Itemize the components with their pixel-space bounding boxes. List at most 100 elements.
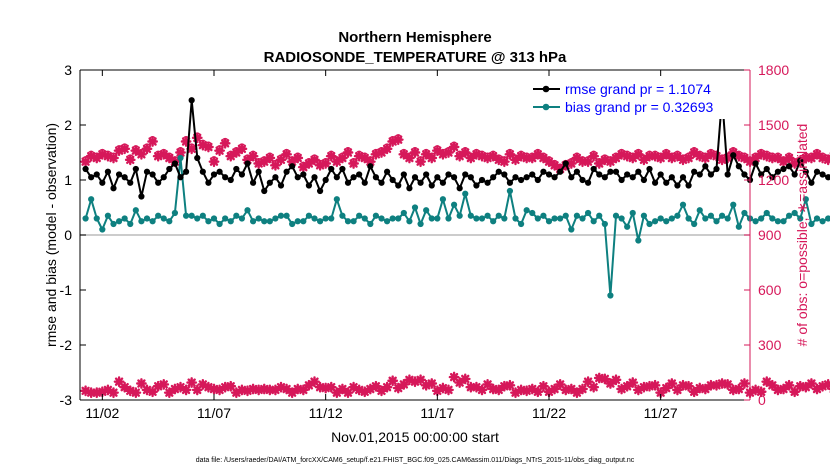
bias-point xyxy=(501,215,507,221)
bias-point xyxy=(752,218,758,224)
rmse-point xyxy=(82,166,88,172)
bias-point xyxy=(445,215,451,221)
rmse-point xyxy=(445,171,451,177)
rmse-point xyxy=(166,166,172,172)
rmse-point xyxy=(624,171,630,177)
bias-point xyxy=(256,215,262,221)
rmse-point xyxy=(267,180,273,186)
obs-assimilated-bottom-marker xyxy=(160,380,168,388)
bias-point xyxy=(99,226,105,232)
x-tick-label: 11/22 xyxy=(532,405,566,421)
rmse-point xyxy=(328,166,334,172)
bias-point xyxy=(579,215,585,221)
rmse-point xyxy=(105,169,111,175)
bias-point xyxy=(300,218,306,224)
obs-assimilated-bottom-marker xyxy=(506,381,514,389)
obs-assimilated-marker xyxy=(238,145,246,153)
bias-point xyxy=(702,215,708,221)
bias-point xyxy=(233,213,239,219)
bias-point xyxy=(172,210,178,216)
legend-rmse-marker xyxy=(543,86,550,93)
rmse-point xyxy=(546,171,552,177)
y2-tick-label: 1200 xyxy=(758,172,789,188)
rmse-point xyxy=(116,171,122,177)
rmse-point xyxy=(535,177,541,183)
bias-point xyxy=(194,215,200,221)
rmse-point xyxy=(574,169,580,175)
bias-point xyxy=(378,215,384,221)
bias-point xyxy=(685,215,691,221)
bias-point xyxy=(546,218,552,224)
rmse-point xyxy=(529,171,535,177)
rmse-point xyxy=(200,169,206,175)
bias-point xyxy=(635,237,641,243)
y2-tick-label: 0 xyxy=(758,392,766,408)
bias-point xyxy=(356,213,362,219)
rmse-point xyxy=(317,188,323,194)
rmse-point xyxy=(256,169,262,175)
bias-point xyxy=(719,213,725,219)
bias-point xyxy=(496,213,502,219)
bias-point xyxy=(345,218,351,224)
bias-point xyxy=(334,196,340,202)
bias-point xyxy=(390,215,396,221)
rmse-point xyxy=(440,180,446,186)
bias-point xyxy=(177,155,183,161)
rmse-point xyxy=(473,182,479,188)
bias-point xyxy=(216,221,222,227)
obs-assimilated-marker xyxy=(126,156,134,164)
obs-assimilated-bottom-marker xyxy=(740,379,748,387)
bias-point xyxy=(412,204,418,210)
bias-point xyxy=(574,213,580,219)
obs-assimilated-marker xyxy=(120,145,128,153)
bias-point xyxy=(602,221,608,227)
y-tick-label: 2 xyxy=(64,117,72,133)
bias-point xyxy=(663,218,669,224)
bias-point xyxy=(110,221,116,227)
rmse-point xyxy=(730,152,736,158)
obs-assimilated-marker xyxy=(383,145,391,153)
obs-assimilated-bottom-marker xyxy=(589,383,597,391)
bias-point xyxy=(189,213,195,219)
bias-point xyxy=(518,221,524,227)
bias-point xyxy=(697,207,703,213)
rmse-point xyxy=(646,166,652,172)
bias-point xyxy=(200,213,206,219)
y2-tick-label: 1800 xyxy=(758,62,789,78)
bias-point xyxy=(780,218,786,224)
bias-point xyxy=(440,196,446,202)
rmse-point xyxy=(172,160,178,166)
rmse-point xyxy=(752,160,758,166)
bias-point xyxy=(116,218,122,224)
rmse-point xyxy=(602,174,608,180)
bias-point xyxy=(417,221,423,227)
bias-point xyxy=(680,202,686,208)
rmse-point xyxy=(579,177,585,183)
rmse-point xyxy=(306,182,312,188)
bias-point xyxy=(563,213,569,219)
bias-point xyxy=(317,218,323,224)
obs-assimilated-bottom-marker xyxy=(444,386,452,394)
chart-title: Northern Hemisphere xyxy=(338,29,491,46)
bias-point xyxy=(691,221,697,227)
rmse-point xyxy=(641,177,647,183)
obs-assimilated-marker xyxy=(416,157,424,165)
bias-point xyxy=(652,218,658,224)
rmse-point xyxy=(479,177,485,183)
bias-point xyxy=(457,213,463,219)
bias-point xyxy=(155,213,161,219)
footnote: data file: /Users/raeder/DAI/ATM_forcXX/… xyxy=(196,457,635,464)
rmse-point xyxy=(585,180,591,186)
rmse-point xyxy=(233,166,239,172)
obs-assimilated-bottom-marker xyxy=(132,388,140,396)
y2-tick-label: 300 xyxy=(758,337,782,353)
y-tick-label: 1 xyxy=(64,172,72,188)
y-tick-label: -3 xyxy=(60,392,73,408)
rmse-point xyxy=(384,169,390,175)
bias-point xyxy=(401,210,407,216)
bias-point xyxy=(769,215,775,221)
bias-point xyxy=(362,215,368,221)
rmse-point xyxy=(568,174,574,180)
bias-point xyxy=(183,213,189,219)
